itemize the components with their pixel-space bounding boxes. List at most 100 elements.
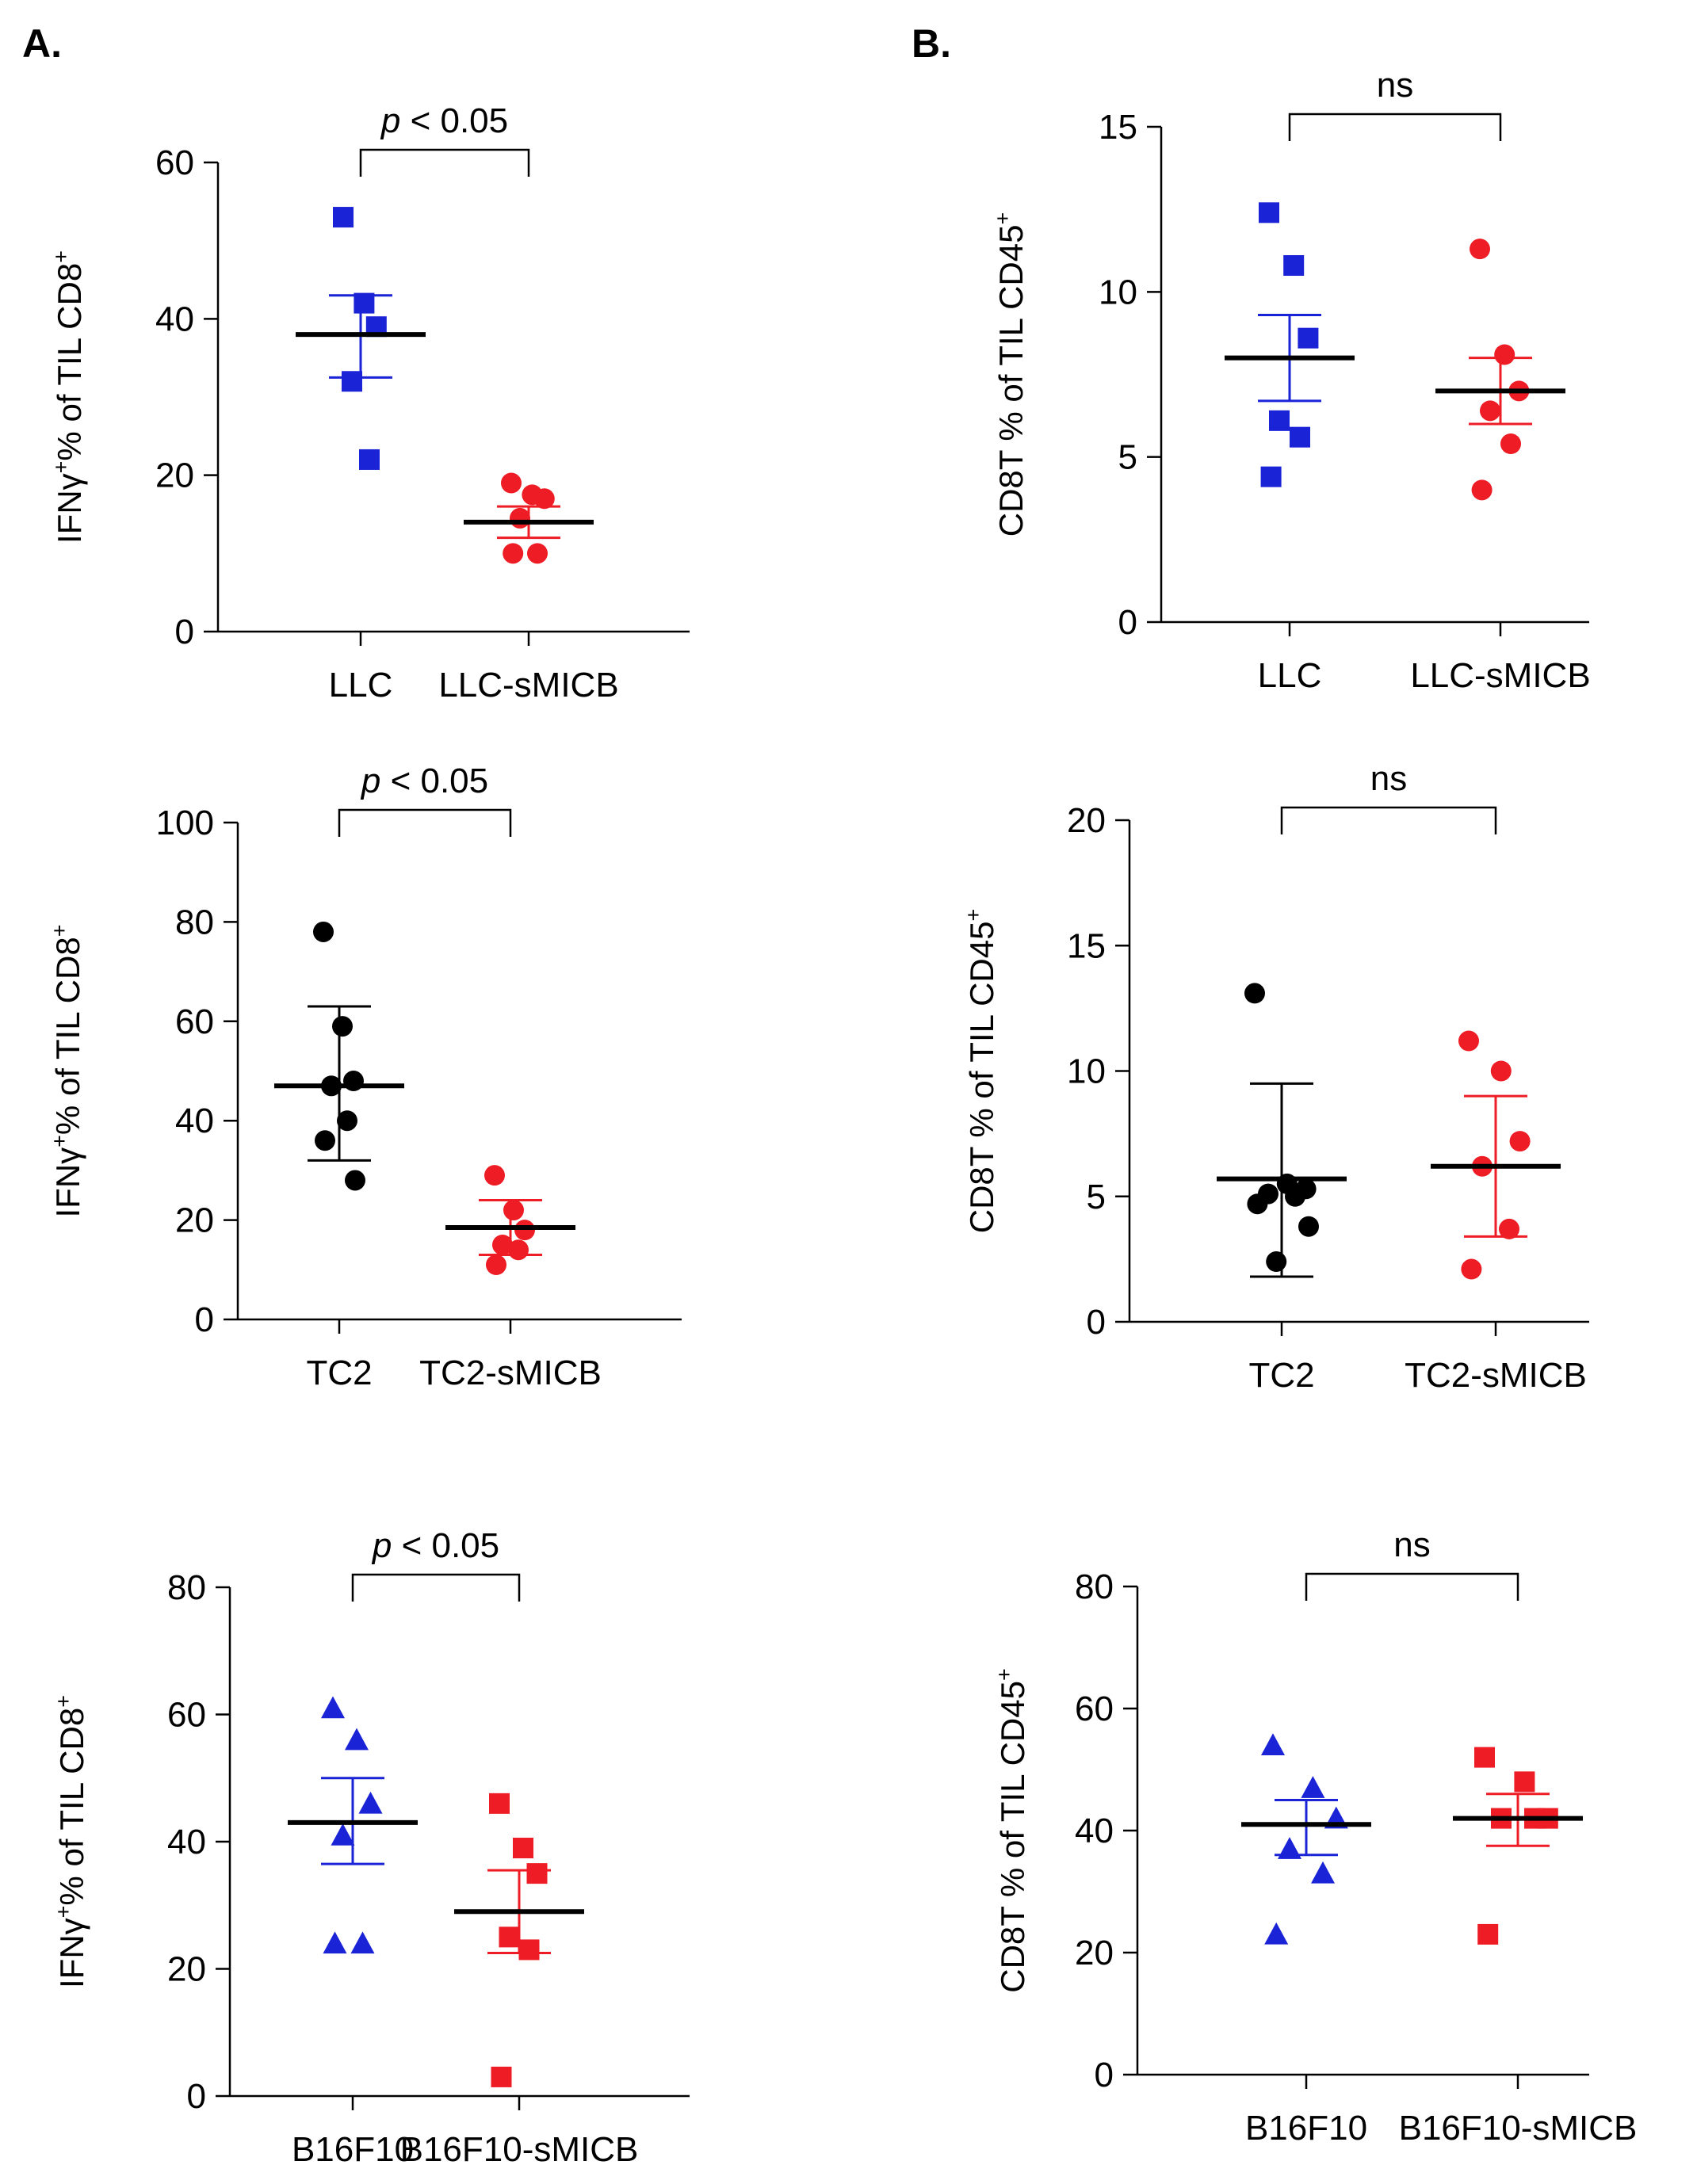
data-point — [1490, 1060, 1512, 1082]
y-label-superscript: + — [48, 1135, 71, 1147]
data-point — [342, 371, 362, 392]
data-point — [510, 507, 530, 529]
data-point — [1461, 1258, 1482, 1280]
data-point — [527, 543, 548, 564]
data-point — [1260, 466, 1282, 487]
x-category-label: TC2 — [306, 1354, 372, 1392]
y-tick-label: 100 — [156, 804, 214, 842]
y-tick-label: 0 — [1087, 1303, 1106, 1342]
data-point — [533, 488, 555, 510]
chart-a2: 0 20 40 60 80 100 TC2 TC2-sMICB IFNγ+% of TIL CD… — [48, 762, 682, 1392]
data-point — [503, 1200, 524, 1221]
data-point — [337, 1110, 357, 1132]
data-point — [350, 1931, 375, 1954]
data-point — [315, 1130, 335, 1151]
y-axis-label: CD8T % of TIL CD45+ — [992, 1668, 1031, 1993]
y-tick-label: 80 — [167, 1568, 206, 1607]
data-point — [1301, 1776, 1325, 1798]
x-category-label: LLC — [329, 666, 393, 704]
data-point — [526, 1863, 548, 1884]
significance-p: p — [360, 762, 380, 800]
series-1 — [1453, 1747, 1583, 1945]
y-label-text: CD8T % of TIL CD45 — [994, 1681, 1031, 1993]
data-point — [1311, 1861, 1335, 1884]
y-label-text: IFNγ — [53, 1918, 90, 1988]
data-point — [1477, 1923, 1499, 1945]
data-point — [1499, 1218, 1519, 1239]
y-tick-label: 60 — [167, 1696, 206, 1735]
y-tick-label: 0 — [195, 1300, 214, 1339]
y-tick-label: 60 — [155, 143, 194, 182]
y-axis-label: IFNγ+% of TIL CD8+ — [48, 925, 86, 1218]
data-point — [345, 1728, 369, 1751]
data-point — [484, 1165, 505, 1186]
data-point — [1269, 410, 1290, 431]
y-axis-label: CD8T % of TIL CD45+ — [961, 909, 1000, 1234]
x-category-label: TC2-sMICB — [419, 1354, 602, 1392]
y-label-superscript: + — [961, 909, 985, 922]
x-category-label: B16F10-sMICB — [1399, 2109, 1638, 2148]
significance-text: < 0.05 — [392, 1526, 499, 1565]
y-tick-label: 15 — [1067, 926, 1106, 965]
data-point — [345, 1170, 365, 1191]
series-0 — [288, 1696, 418, 1954]
y-tick-label: 40 — [175, 1102, 214, 1140]
y-tick-label: 10 — [1067, 1052, 1106, 1091]
data-point — [313, 921, 334, 942]
significance-label: ns — [1393, 1525, 1430, 1564]
y-tick-label: 0 — [1118, 603, 1137, 642]
data-point — [358, 1791, 383, 1814]
y-label-text: CD8T % of TIL CD45 — [992, 225, 1030, 537]
significance-bracket — [338, 808, 512, 837]
y-label-text: % of TIL CD8 — [51, 263, 88, 461]
y-axis-label: CD8T % of TIL CD45+ — [991, 212, 1030, 537]
y-tick-label: 60 — [175, 1002, 214, 1041]
data-point — [321, 1696, 345, 1719]
data-point — [1298, 1216, 1319, 1237]
data-point — [333, 207, 354, 228]
data-point — [489, 1793, 510, 1814]
series-0 — [274, 921, 404, 1191]
data-point — [1514, 1771, 1535, 1793]
significance-label: p < 0.05 — [380, 101, 508, 140]
data-point — [1264, 1922, 1289, 1945]
y-tick-label: 20 — [175, 1201, 214, 1240]
y-label-superscript: + — [52, 1695, 75, 1708]
y-label-text: CD8T % of TIL CD45 — [963, 922, 1000, 1234]
data-point — [323, 1931, 347, 1954]
panel-label-a: A. — [22, 21, 62, 66]
y-label-text: % of TIL CD8 — [53, 1708, 90, 1906]
data-point — [332, 1016, 353, 1037]
significance-text: < 0.05 — [380, 762, 488, 800]
significance-label: ns — [1377, 66, 1413, 105]
series-0 — [1241, 1733, 1371, 1945]
significance-bracket — [1288, 113, 1502, 141]
data-point — [1247, 1193, 1268, 1215]
y-tick-label: 80 — [175, 903, 214, 941]
data-point — [1266, 1251, 1287, 1273]
data-point — [1500, 433, 1521, 454]
significance-p: p — [380, 101, 400, 140]
data-point — [501, 472, 522, 494]
x-category-label: LLC-sMICB — [438, 666, 618, 704]
panel-label-b: B. — [912, 21, 951, 66]
data-point — [1259, 202, 1279, 223]
x-category-label: B16F10 — [1245, 2109, 1367, 2148]
data-point — [1494, 344, 1515, 365]
series-1 — [1431, 1030, 1561, 1280]
significance-p: p — [371, 1526, 392, 1565]
data-point — [1283, 255, 1305, 276]
y-label-superscript: + — [991, 212, 1015, 225]
x-category-label: B16F10 — [292, 2130, 414, 2169]
series-1 — [1435, 239, 1565, 501]
data-point — [1285, 1186, 1305, 1207]
y-tick-label: 0 — [175, 613, 194, 651]
data-point — [503, 543, 524, 564]
significance-bracket — [351, 1573, 521, 1602]
y-tick-label: 20 — [167, 1950, 206, 1989]
significance-text: ns — [1370, 759, 1407, 798]
series-1 — [454, 1793, 584, 2087]
data-point — [1470, 239, 1490, 260]
